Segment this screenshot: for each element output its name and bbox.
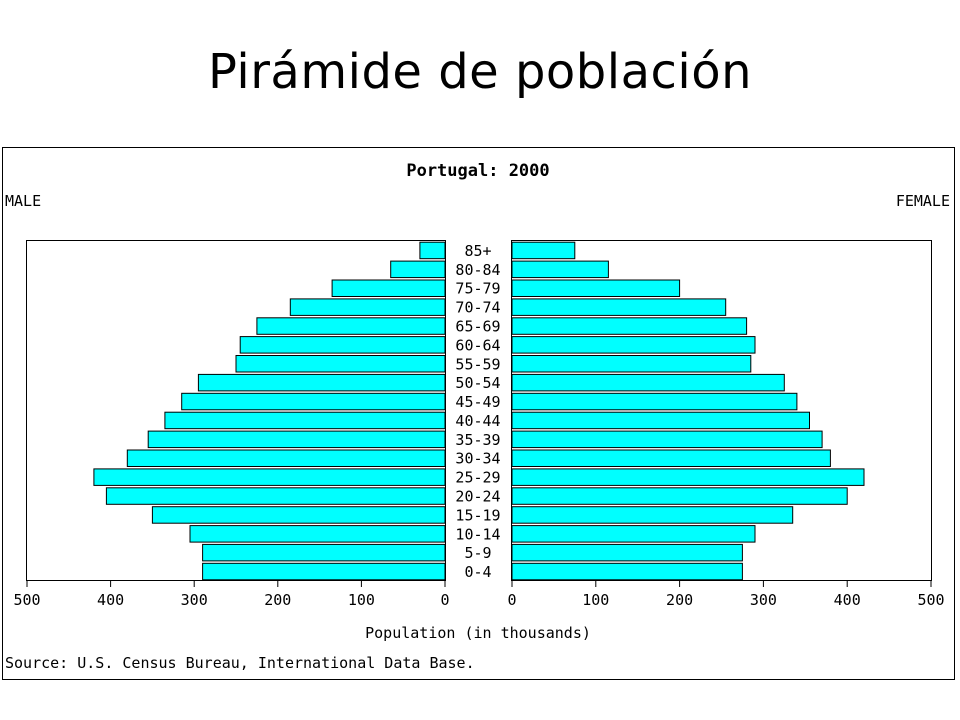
female-bar bbox=[511, 298, 727, 316]
male-tick-label: 200 bbox=[264, 591, 291, 609]
age-group-label: 70-74 bbox=[455, 299, 500, 317]
female-bar bbox=[511, 543, 743, 562]
male-plot-area bbox=[26, 240, 446, 581]
male-bar bbox=[331, 279, 446, 297]
male-bar bbox=[181, 392, 446, 411]
male-bar bbox=[235, 355, 446, 373]
female-bar bbox=[511, 525, 756, 543]
x-axis-ticks-layer: 500 400 300 200 100 0 0 100 200 300 400 500 bbox=[13, 581, 945, 609]
male-bar bbox=[390, 260, 446, 279]
female-bar bbox=[511, 336, 756, 354]
male-tick-label: 0 bbox=[440, 591, 449, 609]
male-bar bbox=[202, 562, 446, 581]
female-tick-label: 200 bbox=[666, 591, 693, 609]
x-axis-label: Population (in thousands) bbox=[365, 624, 591, 642]
population-pyramid-chart: Portugal: 2000 MALE FEMALE 85+ 80-84 75-79… bbox=[2, 147, 955, 680]
female-bar bbox=[511, 392, 798, 411]
female-tick-label: 500 bbox=[917, 591, 944, 609]
male-tick-label: 100 bbox=[348, 591, 375, 609]
age-group-label: 30-34 bbox=[455, 450, 500, 468]
female-bar bbox=[511, 373, 785, 392]
female-bar bbox=[511, 241, 576, 260]
male-bar bbox=[256, 317, 446, 335]
male-label: MALE bbox=[5, 192, 41, 210]
male-tick-label: 400 bbox=[97, 591, 124, 609]
male-bar bbox=[105, 487, 446, 505]
age-group-label: 5-9 bbox=[464, 544, 491, 562]
age-group-label: 50-54 bbox=[455, 374, 500, 392]
male-tick-label: 500 bbox=[13, 591, 40, 609]
male-bar bbox=[164, 411, 446, 430]
female-tick-label: 100 bbox=[582, 591, 609, 609]
age-labels-layer: 85+80-8475-7970-7465-6960-6455-5950-5445… bbox=[455, 242, 500, 581]
male-bar bbox=[93, 468, 446, 486]
male-bar bbox=[202, 543, 446, 562]
female-tick-label: 300 bbox=[750, 591, 777, 609]
female-bar bbox=[511, 260, 609, 279]
female-bar bbox=[511, 487, 848, 505]
age-group-label: 60-64 bbox=[455, 336, 500, 354]
female-bar bbox=[511, 562, 743, 581]
male-bar bbox=[239, 336, 446, 354]
age-group-label: 20-24 bbox=[455, 488, 500, 506]
bars-layer bbox=[93, 241, 865, 581]
female-tick-label: 0 bbox=[507, 591, 516, 609]
male-bar bbox=[151, 506, 446, 524]
age-group-label: 45-49 bbox=[455, 393, 500, 411]
male-bar bbox=[189, 525, 446, 543]
male-bar bbox=[197, 373, 446, 392]
age-group-label: 25-29 bbox=[455, 469, 500, 487]
female-bar bbox=[511, 411, 810, 430]
female-plot-area bbox=[511, 240, 932, 581]
age-group-label: 55-59 bbox=[455, 355, 500, 373]
female-bar bbox=[511, 468, 865, 486]
female-tick-label: 400 bbox=[834, 591, 861, 609]
female-bar bbox=[511, 279, 681, 297]
age-group-label: 40-44 bbox=[455, 412, 500, 430]
age-group-label: 0-4 bbox=[464, 563, 491, 581]
age-group-label: 75-79 bbox=[455, 280, 500, 298]
age-group-label: 10-14 bbox=[455, 525, 500, 543]
source-note: Source: U.S. Census Bureau, Internationa… bbox=[5, 654, 475, 672]
slide-title: Pirámide de población bbox=[207, 44, 753, 100]
age-group-label: 15-19 bbox=[455, 506, 500, 524]
pyramid-svg: Portugal: 2000 MALE FEMALE 85+80-8475-79… bbox=[2, 147, 955, 680]
age-group-label: 80-84 bbox=[455, 261, 500, 279]
chart-title: Portugal: 2000 bbox=[406, 161, 549, 181]
female-bar bbox=[511, 506, 794, 524]
male-bar bbox=[147, 430, 446, 449]
age-group-label: 65-69 bbox=[455, 318, 500, 336]
male-tick-label: 300 bbox=[181, 591, 208, 609]
female-label: FEMALE bbox=[896, 192, 950, 210]
male-bar bbox=[126, 449, 446, 467]
female-bar bbox=[511, 430, 823, 449]
female-bar bbox=[511, 449, 831, 467]
male-bar bbox=[289, 298, 446, 316]
age-group-label: 35-39 bbox=[455, 431, 500, 449]
male-bar bbox=[419, 241, 446, 260]
female-bar bbox=[511, 355, 752, 373]
female-bar bbox=[511, 317, 748, 335]
age-group-label: 85+ bbox=[464, 242, 491, 260]
